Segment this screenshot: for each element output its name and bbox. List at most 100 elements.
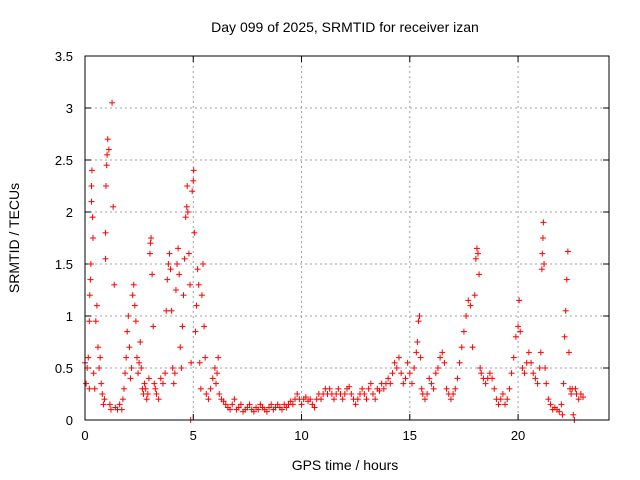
data-point: [141, 380, 148, 387]
data-point: [408, 380, 415, 387]
data-point: [311, 404, 318, 411]
data-point: [182, 214, 189, 221]
data-point: [166, 250, 173, 257]
data-point: [562, 307, 569, 314]
data-point: [504, 396, 511, 403]
data-point: [460, 328, 467, 335]
data-point: [331, 396, 338, 403]
data-point: [215, 354, 222, 361]
data-point: [83, 380, 90, 387]
data-point: [190, 177, 197, 184]
data-point: [565, 349, 572, 356]
data-point: [188, 359, 195, 366]
data-point: [294, 391, 301, 397]
data-point: [318, 396, 325, 403]
data-point: [434, 365, 441, 371]
data-point: [88, 167, 95, 174]
data-point: [149, 271, 156, 278]
x-axis-label: GPS time / hours: [292, 457, 399, 473]
data-point: [532, 375, 539, 382]
data-point: [98, 380, 105, 387]
data-point: [250, 408, 257, 415]
data-point: [414, 339, 421, 345]
data-point: [133, 354, 140, 361]
data-point: [216, 391, 223, 397]
data-point: [174, 261, 181, 267]
data-point: [102, 255, 109, 262]
data-point: [437, 354, 444, 361]
data-point: [341, 391, 348, 397]
data-point: [87, 261, 94, 267]
data-point: [539, 235, 546, 241]
data-point: [187, 281, 194, 288]
data-point: [541, 261, 548, 267]
data-point: [289, 401, 296, 408]
data-point: [163, 307, 170, 314]
data-point: [93, 302, 100, 309]
data-point: [207, 385, 214, 392]
data-point: [525, 349, 532, 356]
data-point: [205, 396, 212, 403]
data-point: [90, 235, 97, 241]
data-point: [570, 411, 577, 418]
data-point: [162, 370, 169, 377]
data-point: [184, 209, 191, 215]
data-point: [545, 396, 552, 403]
data-point: [85, 354, 92, 361]
data-point: [157, 375, 164, 382]
data-point: [211, 365, 218, 371]
data-point: [539, 250, 546, 257]
data-point: [454, 375, 461, 382]
grid-lines: [85, 56, 609, 420]
data-point: [185, 250, 192, 257]
data-point: [191, 229, 198, 236]
data-point: [109, 99, 116, 106]
data-point: [194, 266, 201, 273]
data-point: [104, 136, 111, 143]
data-point: [176, 271, 183, 278]
data-point: [547, 401, 554, 408]
data-point: [348, 391, 355, 397]
data-point: [475, 250, 481, 257]
data-point: [400, 380, 407, 387]
data-point: [263, 408, 270, 415]
data-point: [227, 406, 234, 413]
data-point: [395, 354, 402, 361]
data-point: [326, 385, 333, 392]
data-point: [266, 404, 273, 411]
data-point: [89, 214, 96, 221]
data-point: [105, 146, 112, 153]
data-point: [274, 401, 281, 408]
data-point: [104, 151, 111, 158]
data-point: [536, 365, 543, 371]
data-point: [560, 380, 567, 387]
data-point: [516, 297, 523, 304]
data-point: [111, 281, 118, 288]
data-point: [367, 380, 374, 387]
data-point: [124, 328, 131, 335]
data-point: [458, 344, 465, 351]
data-point: [577, 391, 584, 397]
data-point: [87, 276, 94, 283]
x-tick-label: 5: [190, 428, 197, 443]
data-point: [421, 396, 428, 403]
data-point: [201, 323, 208, 330]
data-point: [165, 261, 172, 267]
data-point: [196, 359, 203, 366]
data-point: [220, 398, 227, 405]
data-point: [237, 401, 244, 408]
data-point: [231, 396, 238, 403]
data-point: [107, 406, 114, 413]
data-point: [580, 394, 587, 401]
data-point: [102, 229, 109, 236]
data-point: [192, 328, 199, 335]
y-tick-label: 1: [66, 309, 73, 324]
data-point: [495, 401, 502, 408]
data-point: [441, 359, 448, 366]
data-point: [556, 408, 563, 415]
data-point: [363, 396, 370, 403]
data-point: [359, 385, 366, 392]
data-point: [309, 401, 316, 408]
data-point: [170, 380, 177, 387]
